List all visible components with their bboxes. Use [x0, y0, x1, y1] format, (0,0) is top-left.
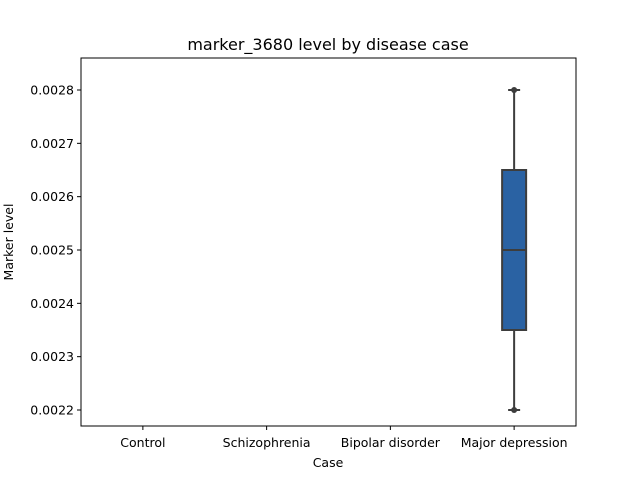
plot-area-frame	[80, 57, 577, 427]
x-tick-label: Control	[120, 435, 165, 450]
x-axis: Control Schizophrenia Bipolar disorder Majo…	[120, 426, 568, 450]
y-tick-label: 0.0027	[30, 136, 74, 151]
box-series	[501, 87, 528, 413]
y-tick-label: 0.0024	[30, 296, 74, 311]
y-tick-label: 0.0025	[30, 243, 74, 258]
y-tick-label: 0.0022	[30, 403, 74, 418]
outlier-point	[511, 87, 518, 93]
x-axis-label: Case	[313, 455, 344, 470]
y-axis-label: Marker level	[1, 204, 16, 281]
y-tick-label: 0.0028	[30, 83, 74, 98]
x-tick-label: Bipolar disorder	[341, 435, 441, 450]
chart-title: marker_3680 level by disease case	[187, 35, 468, 55]
x-tick-label: Schizophrenia	[223, 435, 311, 450]
y-axis: 0.0022 0.0023 0.0024 0.0025 0.0026 0.0027 0.00…	[30, 83, 81, 418]
outlier-point	[511, 407, 518, 413]
y-tick-label: 0.0026	[30, 189, 74, 204]
x-tick-label: Major depression	[461, 435, 568, 450]
y-tick-label: 0.0023	[30, 349, 74, 364]
